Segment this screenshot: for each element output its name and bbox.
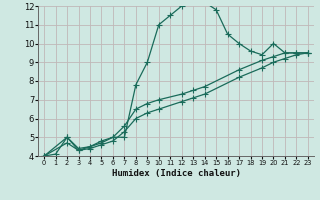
- X-axis label: Humidex (Indice chaleur): Humidex (Indice chaleur): [111, 169, 241, 178]
